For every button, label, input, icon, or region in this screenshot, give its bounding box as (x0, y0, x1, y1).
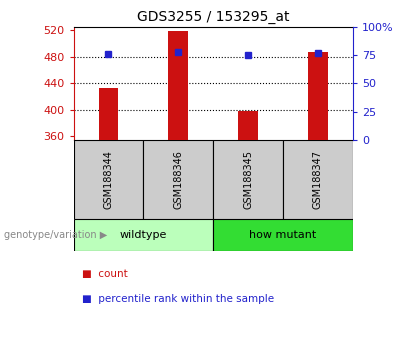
Text: how mutant: how mutant (249, 230, 317, 240)
Text: GSM188345: GSM188345 (243, 150, 253, 209)
Bar (308, 52, 328, 140)
Text: wildtype: wildtype (120, 230, 167, 240)
Bar (168, 30, 188, 140)
Bar (213, 219, 353, 251)
Bar (99, 88, 118, 140)
Bar (74, 140, 143, 219)
Bar (283, 140, 353, 219)
Title: GDS3255 / 153295_at: GDS3255 / 153295_at (137, 10, 289, 24)
Text: genotype/variation ▶: genotype/variation ▶ (4, 230, 108, 240)
Bar (213, 140, 283, 219)
Text: GSM188344: GSM188344 (103, 150, 113, 209)
Text: ■  percentile rank within the sample: ■ percentile rank within the sample (82, 294, 274, 304)
Text: GSM188347: GSM188347 (313, 150, 323, 209)
Text: ■  count: ■ count (82, 269, 128, 279)
Bar (74, 219, 213, 251)
Bar (238, 110, 258, 140)
Text: GSM188346: GSM188346 (173, 150, 183, 209)
Bar (143, 140, 213, 219)
